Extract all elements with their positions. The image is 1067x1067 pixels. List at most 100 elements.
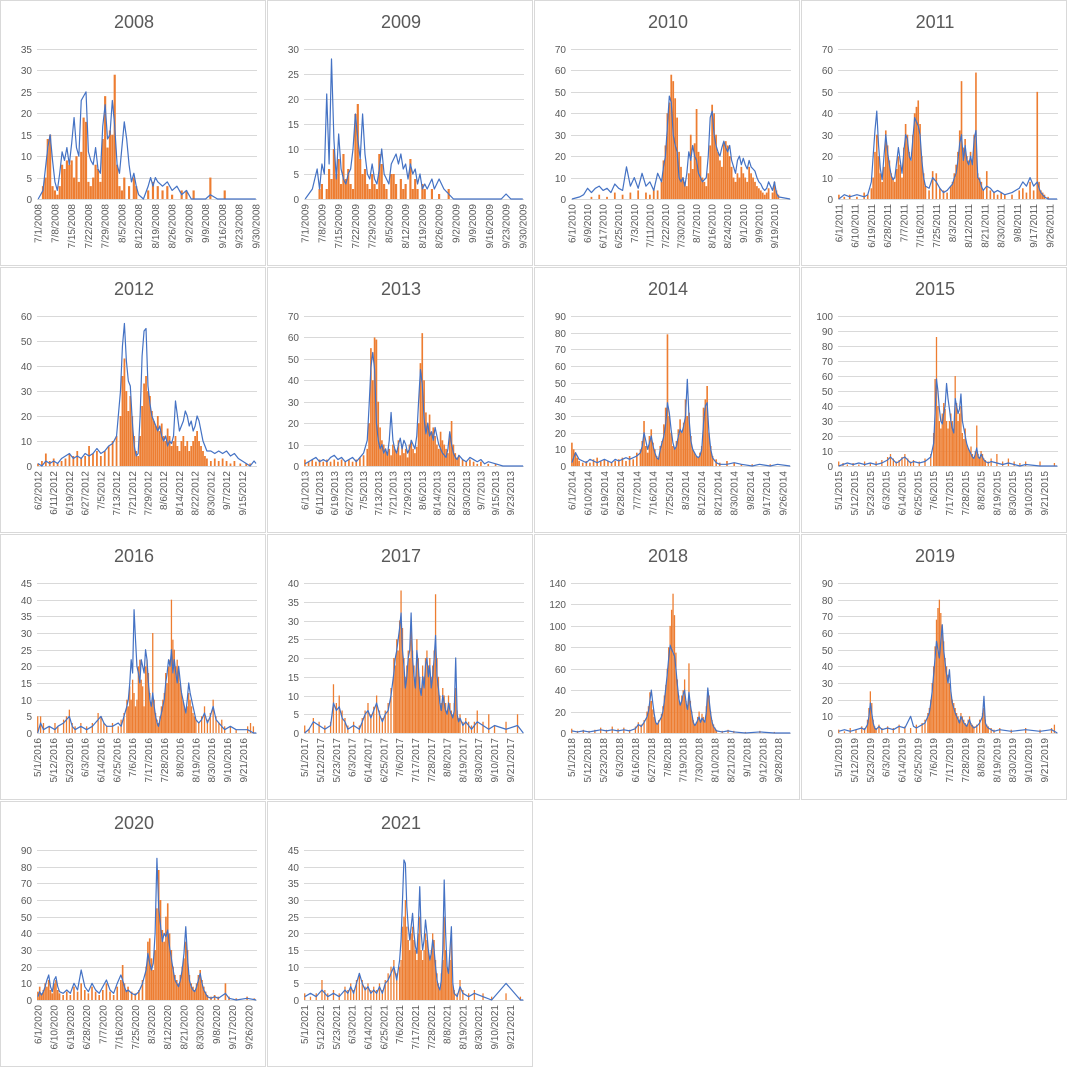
x-tick-label: 8/30/2012 — [206, 471, 217, 516]
bar — [123, 358, 126, 466]
bar — [971, 724, 974, 733]
bar — [378, 983, 381, 1000]
x-tick-label: 9/2/2009 — [451, 204, 462, 243]
bar — [710, 711, 712, 733]
bar — [367, 703, 369, 733]
bar — [152, 421, 155, 466]
chart-svg: 2010 0 10 20 30 40 50 60 70 6/1/2010 6/9/2010 6/17/… — [555, 12, 791, 249]
bar — [449, 960, 451, 1000]
bar — [1038, 181, 1040, 199]
x-tick-label: 7/15/2008 — [67, 204, 78, 249]
bar — [903, 147, 905, 199]
bar — [42, 990, 45, 1000]
bar — [341, 710, 343, 733]
bar — [571, 728, 573, 733]
bar — [1025, 461, 1027, 466]
bar — [70, 160, 73, 199]
bar — [912, 134, 914, 199]
bar — [131, 679, 134, 733]
bar — [215, 716, 217, 733]
bar — [176, 446, 179, 466]
bar — [204, 991, 207, 1000]
x-tick-label: 8/30/2016 — [207, 738, 218, 783]
bar — [955, 713, 958, 733]
bar — [370, 990, 372, 1000]
bar — [872, 177, 874, 199]
bar — [935, 337, 938, 466]
bar — [629, 192, 632, 199]
y-tick-label: 35 — [288, 879, 300, 890]
bar — [139, 659, 141, 733]
bar — [967, 448, 969, 466]
x-tick-label: 8/5/2009 — [384, 204, 395, 243]
bar — [728, 156, 731, 199]
bar — [426, 427, 429, 466]
bar — [944, 409, 946, 466]
bar — [99, 181, 102, 199]
bar — [685, 186, 688, 199]
bar — [154, 950, 156, 1000]
bar — [158, 431, 161, 466]
bar — [176, 659, 178, 733]
bar — [235, 998, 238, 1000]
bar — [423, 676, 425, 733]
bar — [670, 609, 673, 733]
y-tick-label: 40 — [21, 362, 33, 373]
bar — [361, 174, 364, 199]
bar — [958, 413, 961, 466]
x-tick-label: 6/3/2017 — [348, 738, 359, 777]
bar — [963, 439, 965, 466]
bar — [129, 396, 132, 466]
y-tick-label: 15 — [288, 946, 300, 957]
bar — [442, 960, 444, 1000]
chart-panel-2008: 2008 0 5 10 15 20 25 30 35 7/1/2008 7/8/2008 7/15/2… — [0, 0, 266, 266]
bar — [427, 950, 430, 1000]
bar — [364, 986, 366, 1000]
bar — [368, 189, 371, 199]
bar — [870, 188, 873, 199]
bar — [51, 186, 54, 199]
bar — [406, 926, 408, 1000]
bar — [686, 706, 689, 733]
x-tick-label: 9/30/2008 — [251, 204, 262, 249]
chart-title: 2009 — [381, 12, 421, 32]
bar — [910, 160, 912, 199]
bar — [413, 940, 415, 1000]
x-tick-label: 6/28/2014 — [616, 471, 627, 516]
y-tick-label: 0 — [827, 462, 833, 473]
bar — [44, 453, 47, 466]
bar — [430, 950, 432, 1000]
bar — [42, 723, 45, 733]
x-tick-label: 8/7/2010 — [692, 204, 703, 243]
bar — [229, 463, 232, 466]
bar — [665, 684, 667, 733]
bar — [480, 461, 482, 466]
bar — [953, 173, 956, 199]
bar — [973, 457, 975, 466]
bar — [655, 722, 657, 733]
series-line — [304, 351, 524, 467]
y-tick-label: 100 — [816, 312, 833, 323]
bar — [740, 464, 743, 466]
bar — [40, 993, 43, 1000]
bar — [192, 713, 194, 733]
x-tick-label: 7/17/2016 — [144, 738, 155, 783]
x-tick-label: 9/9/2010 — [754, 204, 765, 243]
bar — [375, 695, 378, 733]
x-tick-label: 7/6/2016 — [128, 738, 139, 777]
bar — [730, 166, 733, 199]
bar — [726, 461, 728, 466]
y-tick-label: 30 — [288, 398, 300, 409]
bar — [190, 446, 193, 466]
bar — [115, 436, 118, 466]
bar — [904, 454, 906, 466]
y-tick-label: 30 — [822, 679, 834, 690]
bar — [935, 619, 938, 733]
bar — [874, 726, 876, 733]
bar — [130, 991, 133, 1000]
bar — [225, 461, 228, 466]
y-tick-label: 70 — [822, 357, 834, 368]
bar — [390, 688, 392, 733]
bar — [958, 130, 961, 199]
bar — [843, 196, 846, 199]
